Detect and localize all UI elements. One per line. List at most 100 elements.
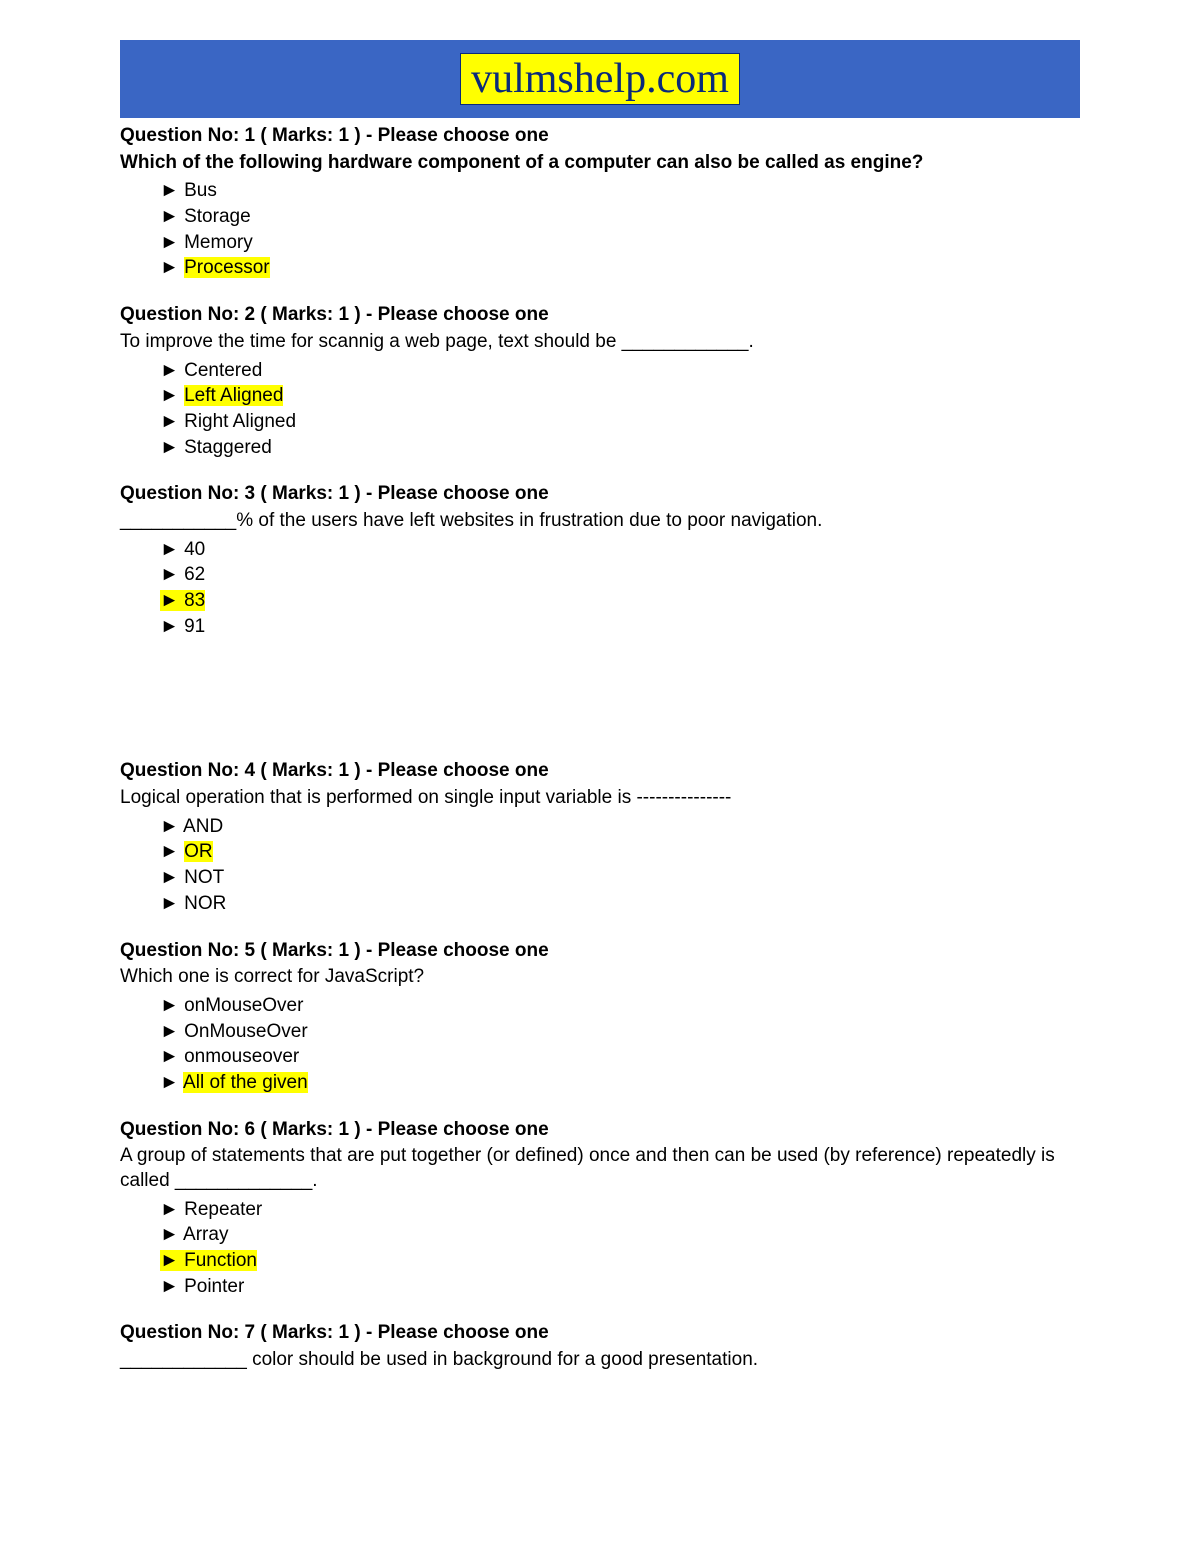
option-marker-icon: ► xyxy=(160,1021,184,1042)
option-item: ► Staggered xyxy=(160,436,1080,461)
option-text: 83 xyxy=(184,590,205,611)
option-marker-icon: ► xyxy=(160,257,184,278)
options-list: ► onMouseOver► OnMouseOver► onmouseover►… xyxy=(120,994,1080,1096)
question-header: Question No: 7 ( Marks: 1 ) - Please cho… xyxy=(120,1321,1080,1346)
option-item: ► 40 xyxy=(160,538,1080,563)
question-block: Question No: 4 ( Marks: 1 ) - Please cho… xyxy=(120,759,1080,916)
option-text: NOR xyxy=(184,893,226,914)
question-block: Question No: 5 ( Marks: 1 ) - Please cho… xyxy=(120,939,1080,1096)
option-text: 62 xyxy=(184,564,205,585)
options-list: ► Centered► Left Aligned► Right Aligned►… xyxy=(120,359,1080,461)
options-list: ► Repeater► Array► Function► Pointer xyxy=(120,1198,1080,1300)
question-header: Question No: 5 ( Marks: 1 ) - Please cho… xyxy=(120,939,1080,964)
option-item: ► OR xyxy=(160,840,1080,865)
question-header: Question No: 4 ( Marks: 1 ) - Please cho… xyxy=(120,759,1080,784)
question-body: ____________ color should be used in bac… xyxy=(120,1348,1080,1373)
option-marker-icon: ► xyxy=(160,616,184,637)
options-list: ► 40► 62► 83► 91 xyxy=(120,538,1080,640)
question-body: To improve the time for scannig a web pa… xyxy=(120,330,1080,355)
question-body: ___________% of the users have left webs… xyxy=(120,509,1080,534)
option-item: ► Centered xyxy=(160,359,1080,384)
option-marker-icon: ► xyxy=(160,995,184,1016)
option-marker-icon: ► xyxy=(160,180,184,201)
option-text: onmouseover xyxy=(184,1046,299,1067)
option-text: Storage xyxy=(184,206,251,227)
option-item: ► Function xyxy=(160,1249,1080,1274)
option-text: Left Aligned xyxy=(184,385,283,406)
option-item: ► AND xyxy=(160,815,1080,840)
option-text: Repeater xyxy=(184,1199,262,1220)
question-body: A group of statements that are put toget… xyxy=(120,1144,1080,1193)
option-marker-icon: ► xyxy=(160,564,184,585)
option-marker-icon: ► xyxy=(160,1046,184,1067)
question-block: Question No: 3 ( Marks: 1 ) - Please cho… xyxy=(120,482,1080,639)
option-item: ► Repeater xyxy=(160,1198,1080,1223)
option-item: ► Storage xyxy=(160,205,1080,230)
option-text: AND xyxy=(183,816,223,837)
site-title: vulmshelp.com xyxy=(460,53,740,105)
option-text: Centered xyxy=(184,360,262,381)
option-marker-icon: ► xyxy=(160,893,184,914)
option-text: Processor xyxy=(184,257,270,278)
option-text: All of the given xyxy=(183,1072,308,1093)
option-text: Memory xyxy=(184,232,253,253)
option-item: ► Memory xyxy=(160,231,1080,256)
option-item: ► Left Aligned xyxy=(160,384,1080,409)
questions-list: Question No: 1 ( Marks: 1 ) - Please cho… xyxy=(120,124,1080,1373)
option-marker-icon: ► xyxy=(160,437,184,458)
option-marker-icon: ► xyxy=(160,867,184,888)
option-text: Array xyxy=(183,1224,228,1245)
option-text: Right Aligned xyxy=(184,411,296,432)
option-text: 40 xyxy=(184,539,205,560)
option-item: ► Array xyxy=(160,1223,1080,1248)
options-list: ► Bus► Storage► Memory► Processor xyxy=(120,179,1080,281)
option-marker-icon: ► xyxy=(160,411,184,432)
option-marker-icon: ► xyxy=(160,1250,184,1271)
option-marker-icon: ► xyxy=(160,360,184,381)
option-marker-icon: ► xyxy=(160,206,184,227)
option-item: ► Processor xyxy=(160,256,1080,281)
option-marker-icon: ► xyxy=(160,1199,184,1220)
question-body: Which one is correct for JavaScript? xyxy=(120,965,1080,990)
option-item: ► 62 xyxy=(160,563,1080,588)
question-block: Question No: 6 ( Marks: 1 ) - Please cho… xyxy=(120,1118,1080,1300)
option-marker-icon: ► xyxy=(160,385,184,406)
option-marker-icon: ► xyxy=(160,539,184,560)
option-text: NOT xyxy=(184,867,224,888)
option-text: onMouseOver xyxy=(184,995,303,1016)
option-item: ► All of the given xyxy=(160,1071,1080,1096)
options-list: ► AND► OR► NOT► NOR xyxy=(120,815,1080,917)
option-item: ► NOR xyxy=(160,892,1080,917)
option-text: Bus xyxy=(184,180,217,201)
option-item: ► Pointer xyxy=(160,1275,1080,1300)
option-marker-icon: ► xyxy=(160,1276,184,1297)
option-text: Pointer xyxy=(184,1276,244,1297)
option-text: OnMouseOver xyxy=(184,1021,308,1042)
question-header: Question No: 2 ( Marks: 1 ) - Please cho… xyxy=(120,303,1080,328)
question-header: Question No: 1 ( Marks: 1 ) - Please cho… xyxy=(120,124,1080,149)
question-block: Question No: 7 ( Marks: 1 ) - Please cho… xyxy=(120,1321,1080,1372)
header-banner: vulmshelp.com xyxy=(120,40,1080,118)
option-item: ► onMouseOver xyxy=(160,994,1080,1019)
option-item: ► onmouseover xyxy=(160,1045,1080,1070)
option-item: ► Bus xyxy=(160,179,1080,204)
option-text: Staggered xyxy=(184,437,272,458)
question-body: Logical operation that is performed on s… xyxy=(120,786,1080,811)
question-body: Which of the following hardware componen… xyxy=(120,151,1080,176)
page-container: vulmshelp.com Question No: 1 ( Marks: 1 … xyxy=(0,0,1200,1455)
question-header: Question No: 3 ( Marks: 1 ) - Please cho… xyxy=(120,482,1080,507)
question-block: Question No: 2 ( Marks: 1 ) - Please cho… xyxy=(120,303,1080,460)
option-text: 91 xyxy=(184,616,205,637)
option-item: ► 83 xyxy=(160,589,1080,614)
option-marker-icon: ► xyxy=(160,816,183,837)
option-marker-icon: ► xyxy=(160,1072,183,1093)
option-text: Function xyxy=(184,1250,257,1271)
option-marker-icon: ► xyxy=(160,841,184,862)
option-item: ► 91 xyxy=(160,615,1080,640)
option-marker-icon: ► xyxy=(160,590,184,611)
question-header: Question No: 6 ( Marks: 1 ) - Please cho… xyxy=(120,1118,1080,1143)
option-item: ► NOT xyxy=(160,866,1080,891)
option-item: ► Right Aligned xyxy=(160,410,1080,435)
option-text: OR xyxy=(184,841,213,862)
option-item: ► OnMouseOver xyxy=(160,1020,1080,1045)
